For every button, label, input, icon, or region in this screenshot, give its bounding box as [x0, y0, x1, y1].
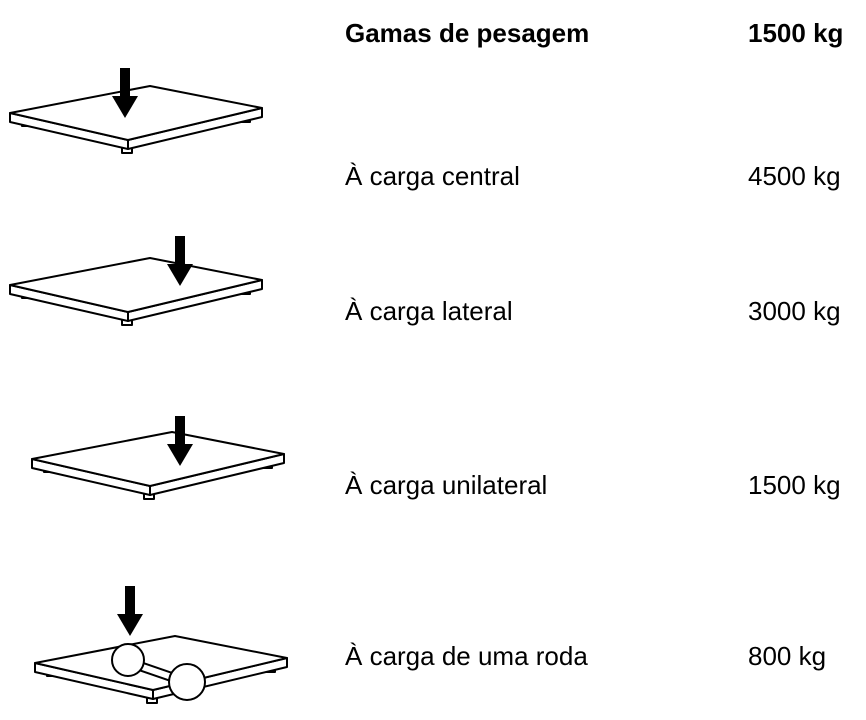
- row-label: À carga lateral: [345, 296, 513, 326]
- row-value: 1500 kg: [748, 470, 841, 500]
- platform-icon: [9, 236, 263, 326]
- header-label: Gamas de pesagem: [345, 18, 590, 48]
- row-value: 4500 kg: [748, 161, 841, 191]
- row-label: À carga unilateral: [345, 470, 548, 500]
- row-value: 3000 kg: [748, 296, 841, 326]
- row-label: À carga central: [345, 161, 520, 191]
- platform-icon: [31, 416, 285, 500]
- platform-icon: [9, 68, 263, 154]
- row-value: 800 kg: [748, 641, 827, 671]
- platform-icon: [34, 586, 288, 704]
- row-label: À carga de uma roda: [345, 641, 588, 671]
- header-value: 1500 kg: [748, 18, 844, 48]
